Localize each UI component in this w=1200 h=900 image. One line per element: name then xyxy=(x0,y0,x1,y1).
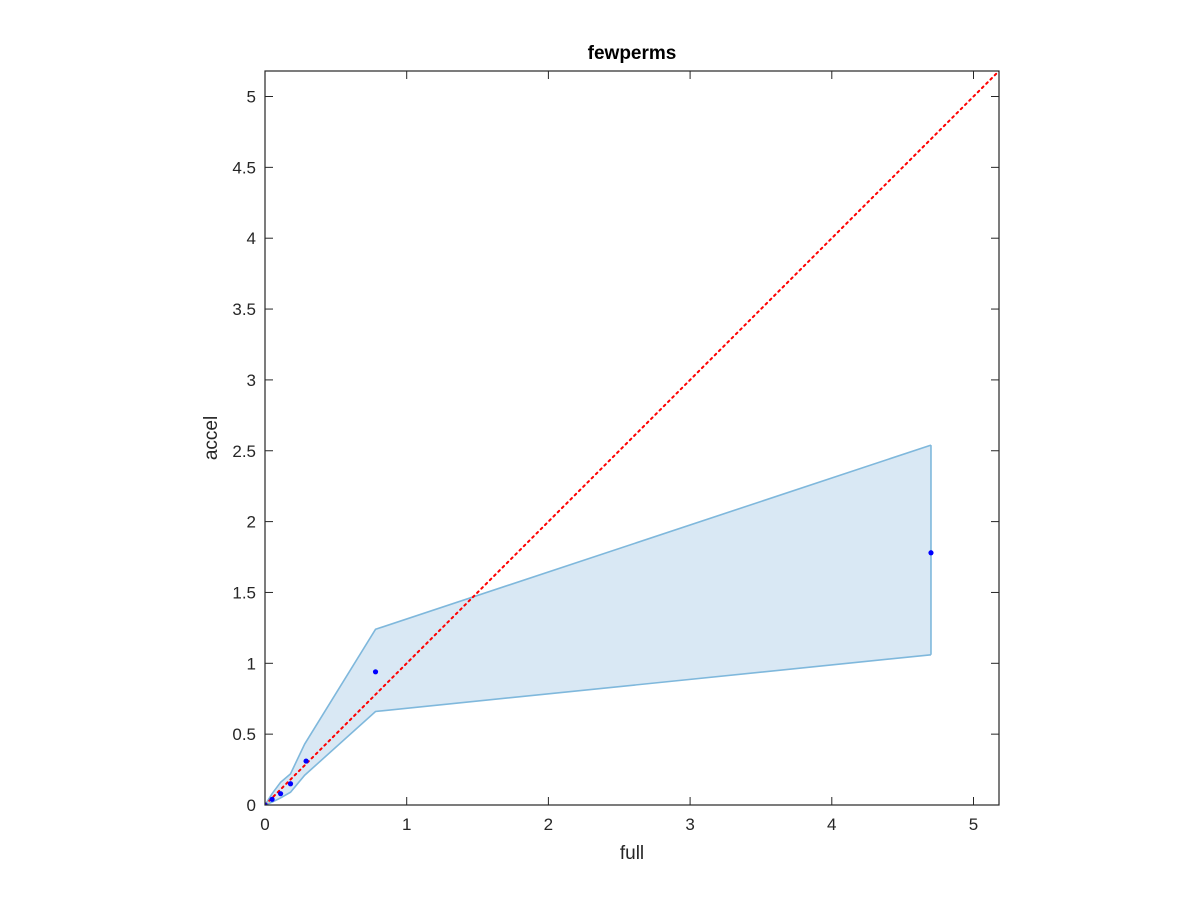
confidence-band-fill xyxy=(265,445,931,805)
y-tick-label: 2.5 xyxy=(232,442,256,461)
plot-area xyxy=(265,71,999,805)
x-tick-label: 1 xyxy=(402,815,411,834)
identity-reference-line xyxy=(265,71,999,805)
y-tick-label: 0 xyxy=(247,796,256,815)
y-tick-label: 3.5 xyxy=(232,300,256,319)
y-tick-label: 3 xyxy=(247,371,256,390)
data-point xyxy=(269,796,275,802)
chart-title: fewperms xyxy=(588,43,677,64)
axes: 0 1 2 3 4 5 0 0.5 1 1.5 2 2.5 3 3.5 4 4.5 5 xyxy=(232,70,1000,834)
data-point xyxy=(303,758,309,764)
y-tick-label: 4 xyxy=(247,229,256,248)
band-upper-line xyxy=(265,444,932,805)
y-tick-label: 5 xyxy=(247,88,256,107)
x-tick-label: 0 xyxy=(260,815,269,834)
x-tick-label: 4 xyxy=(827,815,836,834)
data-point xyxy=(265,802,268,805)
data-point xyxy=(928,550,934,556)
y-tick-label: 0.5 xyxy=(232,725,256,744)
x-tick-label: 5 xyxy=(969,815,978,834)
data-point xyxy=(372,669,379,675)
y-tick-label: 1 xyxy=(247,654,256,673)
y-tick-label: 4.5 xyxy=(232,158,256,177)
x-axis-label: full xyxy=(620,843,644,864)
y-tick-label: 1.5 xyxy=(232,583,256,602)
data-point xyxy=(277,791,284,797)
data-point xyxy=(287,781,294,787)
x-tick-label: 3 xyxy=(685,815,694,834)
plot-frame xyxy=(264,70,1000,806)
band-lower-line xyxy=(265,654,932,805)
y-tick-label: 2 xyxy=(247,513,256,532)
y-axis-label: accel xyxy=(201,416,222,460)
x-tick-label: 2 xyxy=(544,815,553,834)
